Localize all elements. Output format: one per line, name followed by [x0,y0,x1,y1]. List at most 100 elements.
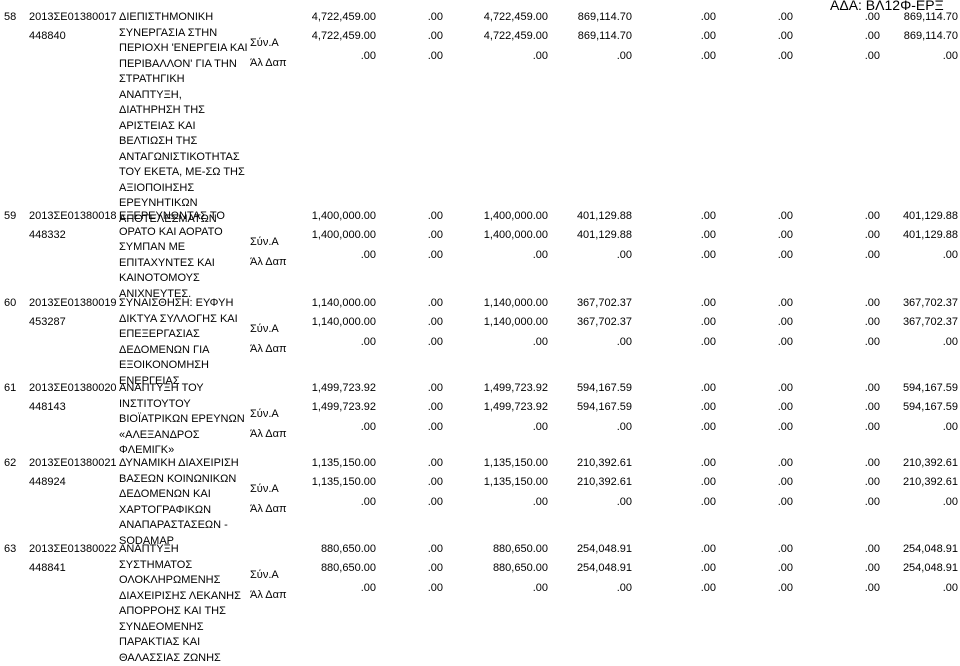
row-label: Σύν.Α [250,235,279,251]
amount-cell: 1,140,000.00 [312,296,376,312]
amount-cell: .00 [943,49,958,65]
project-title-line: ΤΟΥ ΕΚΕΤΑ, ΜΕ-ΣΩ ΤΗΣ [119,165,259,181]
amount-cell: .00 [701,475,716,491]
project-title-line: ΑΠΟΡΡΟΗΣ ΚΑΙ ΤΗΣ [119,604,259,620]
amount-cell: .00 [701,209,716,225]
amount-cell: .00 [428,228,443,244]
amount-cell: .00 [778,561,793,577]
project-title-line: ΔΙΑΤΗΡΗΣΗ ΤΗΣ [119,103,259,119]
amount-cell: .00 [701,456,716,472]
amount-cell: .00 [428,296,443,312]
project-title-line: ΔΥΝΑΜΙΚΗ ΔΙΑΧΕΙΡΙΣΗ [119,456,259,472]
amount-cell: .00 [865,29,880,45]
amount-cell: .00 [617,420,632,436]
amount-cell: 4,722,459.00 [484,29,548,45]
project-title-line: ΙΝΣΤΙΤΟΥΤΟΥ [119,397,259,413]
project-title-line: ΘΑΛΑΣΣΙΑΣ ΖΩΝΗΣ [119,651,259,666]
amount-cell: .00 [778,248,793,264]
row-label: Άλ Δαπ [250,502,287,518]
amount-cell: .00 [943,495,958,511]
amount-cell: .00 [428,209,443,225]
row-label: Σύν.Α [250,482,279,498]
project-title-line: ΒΕΛΤΙΩΣΗ ΤΗΣ [119,134,259,150]
amount-cell: .00 [428,400,443,416]
project-title-line: «ΑΛΕΞΑΝΔΡΟΣ [119,428,259,444]
amount-cell: 1,140,000.00 [484,296,548,312]
amount-cell: .00 [778,49,793,65]
amount-cell: .00 [778,228,793,244]
amount-cell: .00 [865,335,880,351]
amount-cell: .00 [701,248,716,264]
amount-cell: .00 [865,228,880,244]
amount-cell: .00 [778,209,793,225]
amount-cell: .00 [533,49,548,65]
amount-cell: 1,499,723.92 [312,400,376,416]
amount-cell: .00 [533,495,548,511]
amount-cell: .00 [778,581,793,597]
amount-cell: .00 [533,335,548,351]
row-label: Άλ Δαπ [250,56,287,72]
project-title-line: ΣΤΡΑΤΗΓΙΚΗ [119,72,259,88]
amount-cell: .00 [701,315,716,331]
amount-cell: .00 [701,228,716,244]
amount-cell: 4,722,459.00 [312,29,376,45]
amount-cell: 210,392.61 [903,475,958,491]
project-code: 2013ΣΕ01380020 [29,381,117,397]
row-label: Άλ Δαπ [250,588,287,604]
amount-cell: .00 [778,400,793,416]
amount-cell: 880,650.00 [493,561,548,577]
amount-cell: .00 [778,495,793,511]
project-subcode: 453287 [29,315,66,331]
amount-cell: .00 [943,335,958,351]
amount-cell: .00 [428,581,443,597]
amount-cell: .00 [943,248,958,264]
row-label: Άλ Δαπ [250,342,287,358]
project-title-line: ΕΞΟΙΚΟΝΟΜΗΣΗ [119,358,259,374]
amount-cell: .00 [361,495,376,511]
project-title-line: ΑΝΑΠΤΥΞΗ, [119,88,259,104]
amount-cell: .00 [778,381,793,397]
row-label: Άλ Δαπ [250,427,287,443]
project-title-line: ΟΡΑΤΟ ΚΑΙ ΑΟΡΑΤΟ [119,225,259,241]
project-subcode: 448841 [29,561,66,577]
amount-cell: .00 [778,315,793,331]
amount-cell: .00 [865,209,880,225]
row-number: 58 [4,10,16,26]
amount-cell: 1,400,000.00 [312,228,376,244]
project-title-line: ΑΝΑΠΑΡΑΣΤΑΣΕΩΝ - [119,518,259,534]
amount-cell: .00 [428,475,443,491]
amount-cell: .00 [428,561,443,577]
amount-cell: 210,392.61 [903,456,958,472]
amount-cell: .00 [701,10,716,26]
amount-cell: .00 [778,335,793,351]
amount-cell: .00 [701,495,716,511]
amount-cell: 401,129.88 [577,228,632,244]
amount-cell: 1,400,000.00 [312,209,376,225]
amount-cell: .00 [428,456,443,472]
project-subcode: 448840 [29,29,66,45]
amount-cell: .00 [778,10,793,26]
amount-cell: 210,392.61 [577,456,632,472]
amount-cell: 594,167.59 [903,381,958,397]
project-title-line: ΔΙΑΧΕΙΡΙΣΗΣ ΛΕΚΑΝΗΣ [119,589,259,605]
amount-cell: 869,114.70 [578,10,632,26]
amount-cell: .00 [778,296,793,312]
amount-cell: 1,499,723.92 [312,381,376,397]
project-title-line: ΔΕΔΟΜΕΝΩΝ ΓΙΑ [119,343,259,359]
amount-cell: .00 [701,49,716,65]
amount-cell: 1,135,150.00 [484,475,548,491]
project-title-line: ΔΙΚΤΥΑ ΣΥΛΛΟΓΗΣ ΚΑΙ [119,312,259,328]
amount-cell: 401,129.88 [577,209,632,225]
amount-cell: .00 [533,420,548,436]
amount-cell: .00 [701,381,716,397]
amount-cell: .00 [865,420,880,436]
amount-cell: .00 [865,49,880,65]
amount-cell: .00 [701,296,716,312]
amount-cell: 880,650.00 [321,542,376,558]
project-title-line: ΚΑΙΝΟΤΟΜΟΥΣ [119,271,259,287]
amount-cell: .00 [865,10,880,26]
project-title-line: ΒΙΟΪΑΤΡΙΚΩΝ ΕΡΕΥΝΩΝ [119,412,259,428]
project-title-line: ΑΞΙΟΠΟΙΗΣΗΣ [119,181,259,197]
amount-cell: .00 [533,581,548,597]
row-number: 59 [4,209,16,225]
